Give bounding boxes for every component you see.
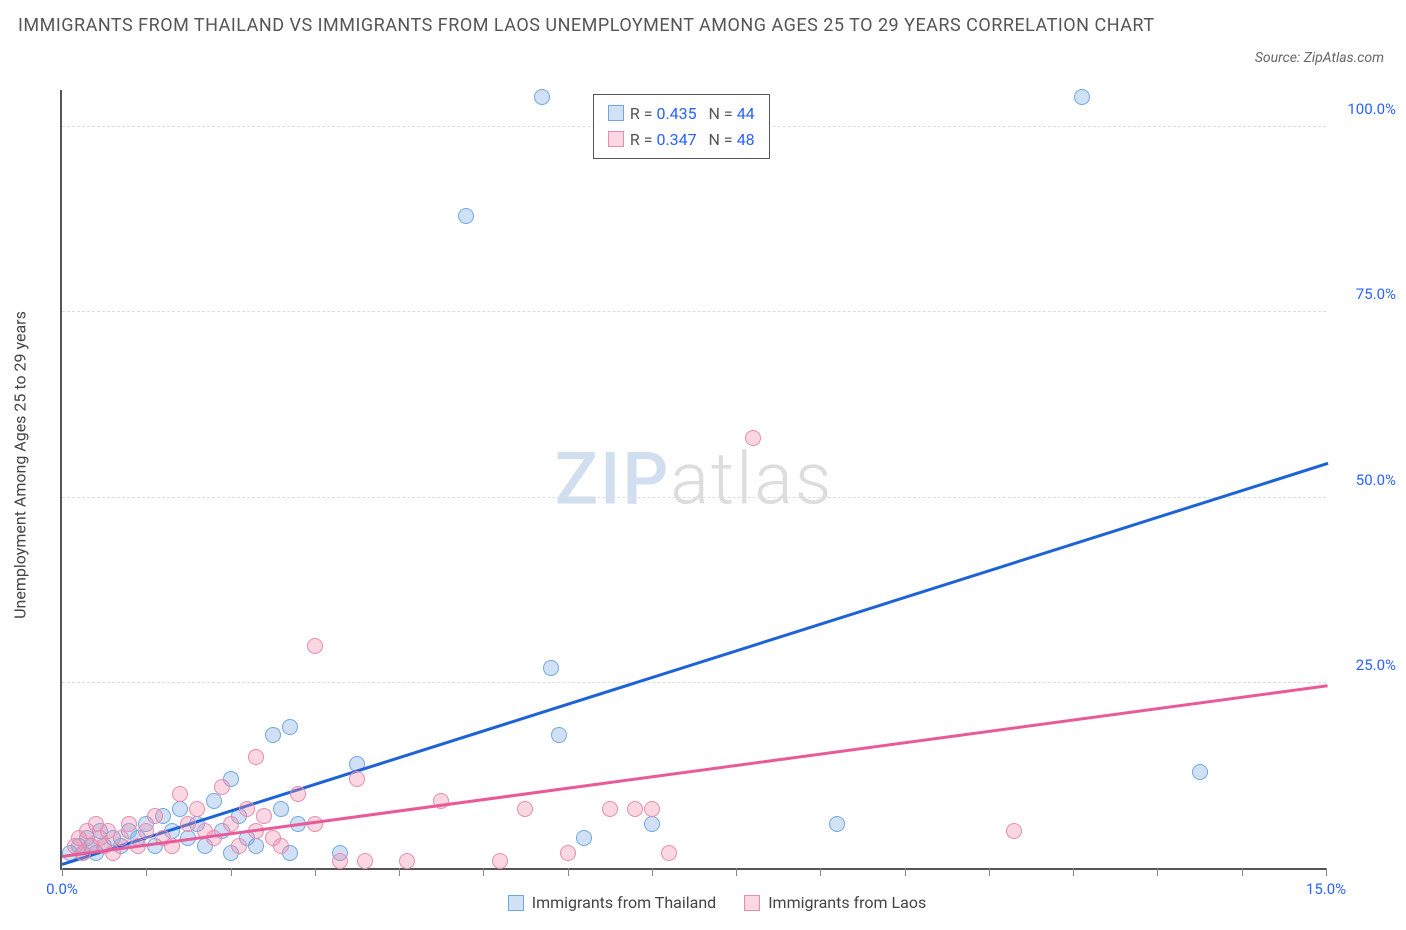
- x-tick: [652, 868, 653, 876]
- data-point: [265, 727, 281, 743]
- y-axis-label: Unemployment Among Ages 25 to 29 years: [11, 311, 30, 619]
- data-point: [517, 801, 533, 817]
- data-point: [644, 816, 660, 832]
- data-point: [492, 853, 508, 869]
- data-point: [239, 801, 255, 817]
- legend-series-label: Immigrants from Laos: [768, 893, 926, 912]
- data-point: [172, 801, 188, 817]
- data-point: [399, 853, 415, 869]
- x-tick: [820, 868, 821, 876]
- x-tick: [231, 868, 232, 876]
- x-tick: [989, 868, 990, 876]
- data-point: [661, 845, 677, 861]
- source-attribution: Source: ZipAtlas.com: [1255, 50, 1384, 66]
- y-tick-label: 25.0%: [1336, 656, 1396, 674]
- data-point: [602, 801, 618, 817]
- data-point: [458, 208, 474, 224]
- legend-swatch: [608, 105, 624, 121]
- data-point: [223, 816, 239, 832]
- correlation-legend: R = 0.435 N = 44R = 0.347 N = 48: [593, 94, 770, 159]
- x-tick: [62, 868, 63, 876]
- data-point: [290, 786, 306, 802]
- data-point: [273, 801, 289, 817]
- data-point: [1074, 89, 1090, 105]
- data-point: [560, 845, 576, 861]
- r-label: R =: [630, 130, 657, 149]
- y-tick-label: 75.0%: [1336, 285, 1396, 303]
- legend-row: R = 0.347 N = 48: [608, 127, 755, 153]
- legend-swatch: [508, 895, 524, 911]
- x-tick: [1073, 868, 1074, 876]
- data-point: [248, 749, 264, 765]
- x-tick: [146, 868, 147, 876]
- x-tick: [568, 868, 569, 876]
- data-point: [332, 853, 348, 869]
- x-tick: [1157, 868, 1158, 876]
- data-point: [576, 830, 592, 846]
- data-point: [282, 719, 298, 735]
- data-point: [206, 793, 222, 809]
- data-point: [180, 816, 196, 832]
- data-point: [189, 801, 205, 817]
- x-tick: [1326, 868, 1327, 876]
- r-value: 0.347: [656, 130, 696, 149]
- gridline: [62, 682, 1326, 683]
- n-value: 44: [737, 104, 755, 123]
- data-point: [829, 816, 845, 832]
- legend-row: R = 0.435 N = 44: [608, 101, 755, 127]
- data-point: [248, 838, 264, 854]
- gridline: [62, 311, 1326, 312]
- r-label: R =: [630, 104, 657, 123]
- watermark-zip: ZIP: [555, 437, 671, 522]
- y-tick-label: 100.0%: [1336, 100, 1396, 118]
- x-tick: [1242, 868, 1243, 876]
- n-label: N =: [697, 104, 737, 123]
- data-point: [121, 816, 137, 832]
- data-point: [214, 779, 230, 795]
- y-tick-label: 50.0%: [1336, 471, 1396, 489]
- data-point: [1192, 764, 1208, 780]
- data-point: [627, 801, 643, 817]
- data-point: [349, 771, 365, 787]
- legend-swatch: [608, 131, 624, 147]
- data-point: [113, 830, 129, 846]
- data-point: [357, 853, 373, 869]
- data-point: [231, 838, 247, 854]
- x-tick: [736, 868, 737, 876]
- plot-area: ZIPatlas 25.0%50.0%75.0%100.0%0.0%15.0%R…: [60, 90, 1326, 870]
- data-point: [172, 786, 188, 802]
- data-point: [551, 727, 567, 743]
- data-point: [138, 823, 154, 839]
- n-label: N =: [697, 130, 737, 149]
- r-value: 0.435: [656, 104, 696, 123]
- data-point: [273, 838, 289, 854]
- watermark-atlas: atlas: [670, 437, 833, 522]
- chart-title: IMMIGRANTS FROM THAILAND VS IMMIGRANTS F…: [18, 12, 1206, 41]
- legend-bottom: Immigrants from Thailand Immigrants from …: [0, 893, 1406, 912]
- legend-swatch: [744, 895, 760, 911]
- x-tick: [483, 868, 484, 876]
- data-point: [534, 89, 550, 105]
- x-tick: [315, 868, 316, 876]
- legend-series-label: Immigrants from Thailand: [532, 893, 716, 912]
- data-point: [256, 808, 272, 824]
- trend-line: [62, 684, 1328, 857]
- data-point: [745, 430, 761, 446]
- n-value: 48: [737, 130, 755, 149]
- data-point: [1006, 823, 1022, 839]
- data-point: [147, 808, 163, 824]
- data-point: [307, 638, 323, 654]
- x-tick: [399, 868, 400, 876]
- watermark: ZIPatlas: [555, 437, 834, 522]
- data-point: [644, 801, 660, 817]
- gridline: [62, 497, 1326, 498]
- x-tick: [905, 868, 906, 876]
- data-point: [543, 660, 559, 676]
